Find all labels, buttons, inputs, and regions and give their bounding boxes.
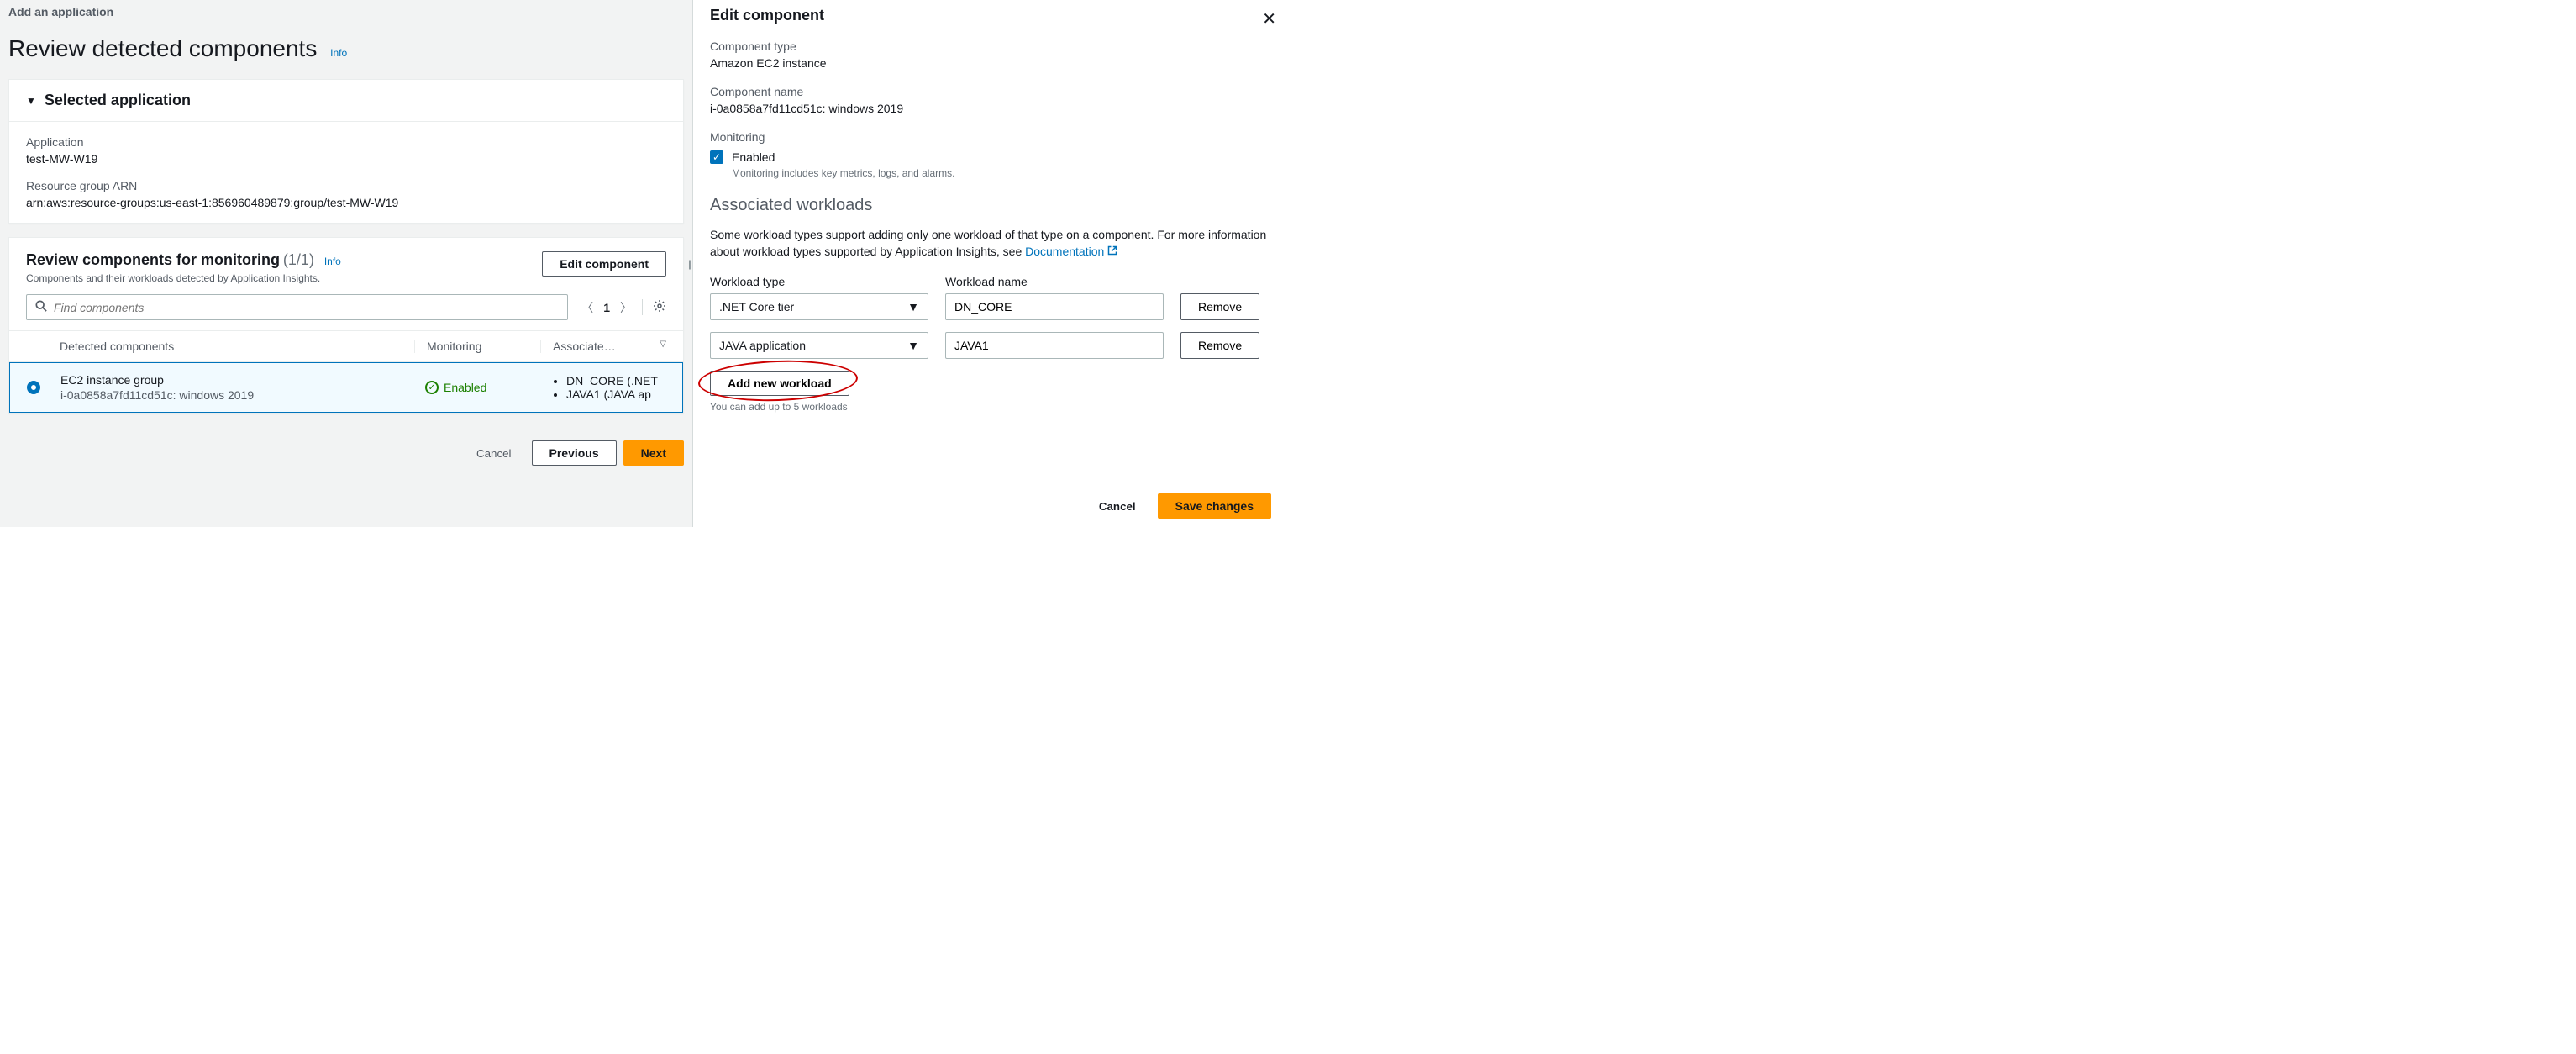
caret-down-icon: ▼ bbox=[26, 95, 36, 107]
associated-description: Some workload types support adding only … bbox=[710, 227, 1271, 260]
workload-type-value: JAVA application bbox=[719, 339, 806, 352]
workload-name-col bbox=[945, 332, 1164, 359]
component-type-value: Amazon EC2 instance bbox=[710, 56, 1271, 70]
col-monitoring[interactable]: Monitoring bbox=[414, 340, 540, 353]
monitoring-checkbox[interactable]: ✓ bbox=[710, 150, 723, 164]
selected-application-panel: ▼ Selected application Application test-… bbox=[8, 79, 684, 224]
row-subtitle: i-0a0858a7fd11cd51c: windows 2019 bbox=[60, 388, 413, 402]
components-title: Review components for monitoring bbox=[26, 251, 280, 268]
workload-type-select[interactable]: .NET Core tier ▼ bbox=[710, 293, 928, 320]
workload-type-label: Workload type bbox=[710, 275, 928, 288]
components-subtitle: Components and their workloads detected … bbox=[26, 272, 341, 284]
col-select bbox=[26, 340, 60, 353]
monitoring-hint: Monitoring includes key metrics, logs, a… bbox=[732, 167, 1271, 179]
monitoring-enabled: ✓ Enabled bbox=[425, 381, 539, 394]
components-title-block: Review components for monitoring (1/1) I… bbox=[26, 251, 341, 284]
workload-name-label: Workload name bbox=[945, 275, 1164, 288]
edit-component-panel: || ✕ Edit component Component type Amazo… bbox=[693, 0, 1288, 527]
associated-item: DN_CORE (.NET bbox=[566, 374, 665, 387]
enabled-label: Enabled bbox=[732, 150, 775, 164]
breadcrumb: Add an application bbox=[8, 5, 684, 18]
table-header: Detected components Monitoring Associate… bbox=[9, 330, 683, 362]
remove-workload-button[interactable]: Remove bbox=[1180, 293, 1259, 320]
edit-cancel-button[interactable]: Cancel bbox=[1086, 495, 1149, 518]
edit-footer: Cancel Save changes bbox=[1086, 493, 1271, 519]
edit-component-button[interactable]: Edit component bbox=[542, 251, 666, 277]
gear-icon[interactable] bbox=[642, 299, 666, 315]
workload-type-col: JAVA application ▼ bbox=[710, 332, 928, 359]
col-associated[interactable]: Associate… ▽ bbox=[540, 340, 666, 353]
remove-workload-button[interactable]: Remove bbox=[1180, 332, 1259, 359]
search-input[interactable] bbox=[54, 301, 559, 314]
component-type-label: Component type bbox=[710, 40, 1271, 53]
next-button[interactable]: Next bbox=[623, 440, 684, 466]
workload-type-col: Workload type .NET Core tier ▼ bbox=[710, 275, 928, 320]
footer-actions: Cancel Previous Next bbox=[8, 427, 684, 466]
row-radio-cell bbox=[27, 381, 60, 394]
edit-title: Edit component bbox=[710, 7, 1271, 24]
page-title: Review detected components Info bbox=[8, 35, 684, 62]
previous-button[interactable]: Previous bbox=[532, 440, 617, 466]
cancel-button[interactable]: Cancel bbox=[463, 440, 525, 466]
review-components-panel: Review components for monitoring (1/1) I… bbox=[8, 237, 684, 414]
monitoring-status: Enabled bbox=[444, 381, 486, 394]
row-radio[interactable] bbox=[27, 381, 40, 394]
components-info-link[interactable]: Info bbox=[324, 256, 341, 267]
workload-name-input[interactable] bbox=[945, 293, 1164, 320]
selected-application-title: Selected application bbox=[45, 92, 191, 109]
col-associated-label: Associate… bbox=[553, 340, 616, 353]
close-icon[interactable]: ✕ bbox=[1262, 8, 1276, 29]
application-value: test-MW-W19 bbox=[26, 152, 666, 166]
workload-type-value: .NET Core tier bbox=[719, 300, 794, 314]
next-page-icon[interactable]: 〉 bbox=[620, 299, 632, 316]
external-link-icon bbox=[1107, 245, 1117, 258]
chevron-down-icon: ▼ bbox=[907, 339, 919, 352]
search-box[interactable] bbox=[26, 294, 568, 320]
selected-app-body: Application test-MW-W19 Resource group A… bbox=[9, 122, 683, 223]
col-detected[interactable]: Detected components bbox=[60, 340, 414, 353]
main-content: Add an application Review detected compo… bbox=[0, 0, 693, 527]
prev-page-icon[interactable]: 〈 bbox=[581, 299, 593, 316]
workload-name-col: Workload name bbox=[945, 275, 1164, 320]
add-workload-wrap: Add new workload bbox=[710, 371, 849, 396]
workload-row: JAVA application ▼ Remove bbox=[710, 332, 1271, 359]
components-count: (1/1) bbox=[283, 251, 314, 268]
associated-list: DN_CORE (.NET JAVA1 (JAVA ap bbox=[551, 374, 665, 401]
associated-workloads-header: Associated workloads bbox=[710, 196, 1271, 215]
documentation-link[interactable]: Documentation bbox=[1025, 245, 1104, 258]
check-circle-icon: ✓ bbox=[425, 381, 439, 394]
table-row[interactable]: EC2 instance group i-0a0858a7fd11cd51c: … bbox=[9, 362, 683, 413]
component-name-value: i-0a0858a7fd11cd51c: windows 2019 bbox=[710, 102, 1271, 115]
monitoring-checkbox-row: ✓ Enabled bbox=[710, 150, 1271, 164]
save-changes-button[interactable]: Save changes bbox=[1158, 493, 1271, 519]
monitoring-label: Monitoring bbox=[710, 130, 1271, 144]
arn-value: arn:aws:resource-groups:us-east-1:856960… bbox=[26, 196, 666, 209]
assoc-desc-text: Some workload types support adding only … bbox=[710, 228, 1266, 258]
associated-item: JAVA1 (JAVA ap bbox=[566, 387, 665, 401]
row-title: EC2 instance group bbox=[60, 373, 413, 387]
workload-type-select[interactable]: JAVA application ▼ bbox=[710, 332, 928, 359]
add-workload-button[interactable]: Add new workload bbox=[710, 371, 849, 396]
caret-down-icon: ▽ bbox=[660, 340, 666, 353]
pager: 〈 1 〉 bbox=[581, 299, 666, 316]
components-header: Review components for monitoring (1/1) I… bbox=[9, 238, 683, 294]
drag-handle-icon[interactable]: || bbox=[688, 258, 690, 270]
info-link[interactable]: Info bbox=[330, 47, 347, 59]
component-name-label: Component name bbox=[710, 85, 1271, 98]
row-monitoring: ✓ Enabled bbox=[413, 381, 539, 394]
page-number: 1 bbox=[603, 301, 610, 314]
workload-limit-hint: You can add up to 5 workloads bbox=[710, 401, 1271, 413]
page-title-text: Review detected components bbox=[8, 35, 317, 61]
chevron-down-icon: ▼ bbox=[907, 300, 919, 314]
workload-row: Workload type .NET Core tier ▼ Workload … bbox=[710, 275, 1271, 320]
workload-name-input[interactable] bbox=[945, 332, 1164, 359]
arn-label: Resource group ARN bbox=[26, 179, 666, 192]
application-label: Application bbox=[26, 135, 666, 149]
row-detected: EC2 instance group i-0a0858a7fd11cd51c: … bbox=[60, 373, 413, 402]
search-icon bbox=[35, 300, 47, 314]
row-associated: DN_CORE (.NET JAVA1 (JAVA ap bbox=[539, 374, 665, 401]
selected-application-header[interactable]: ▼ Selected application bbox=[9, 80, 683, 122]
search-row: 〈 1 〉 bbox=[9, 294, 683, 330]
